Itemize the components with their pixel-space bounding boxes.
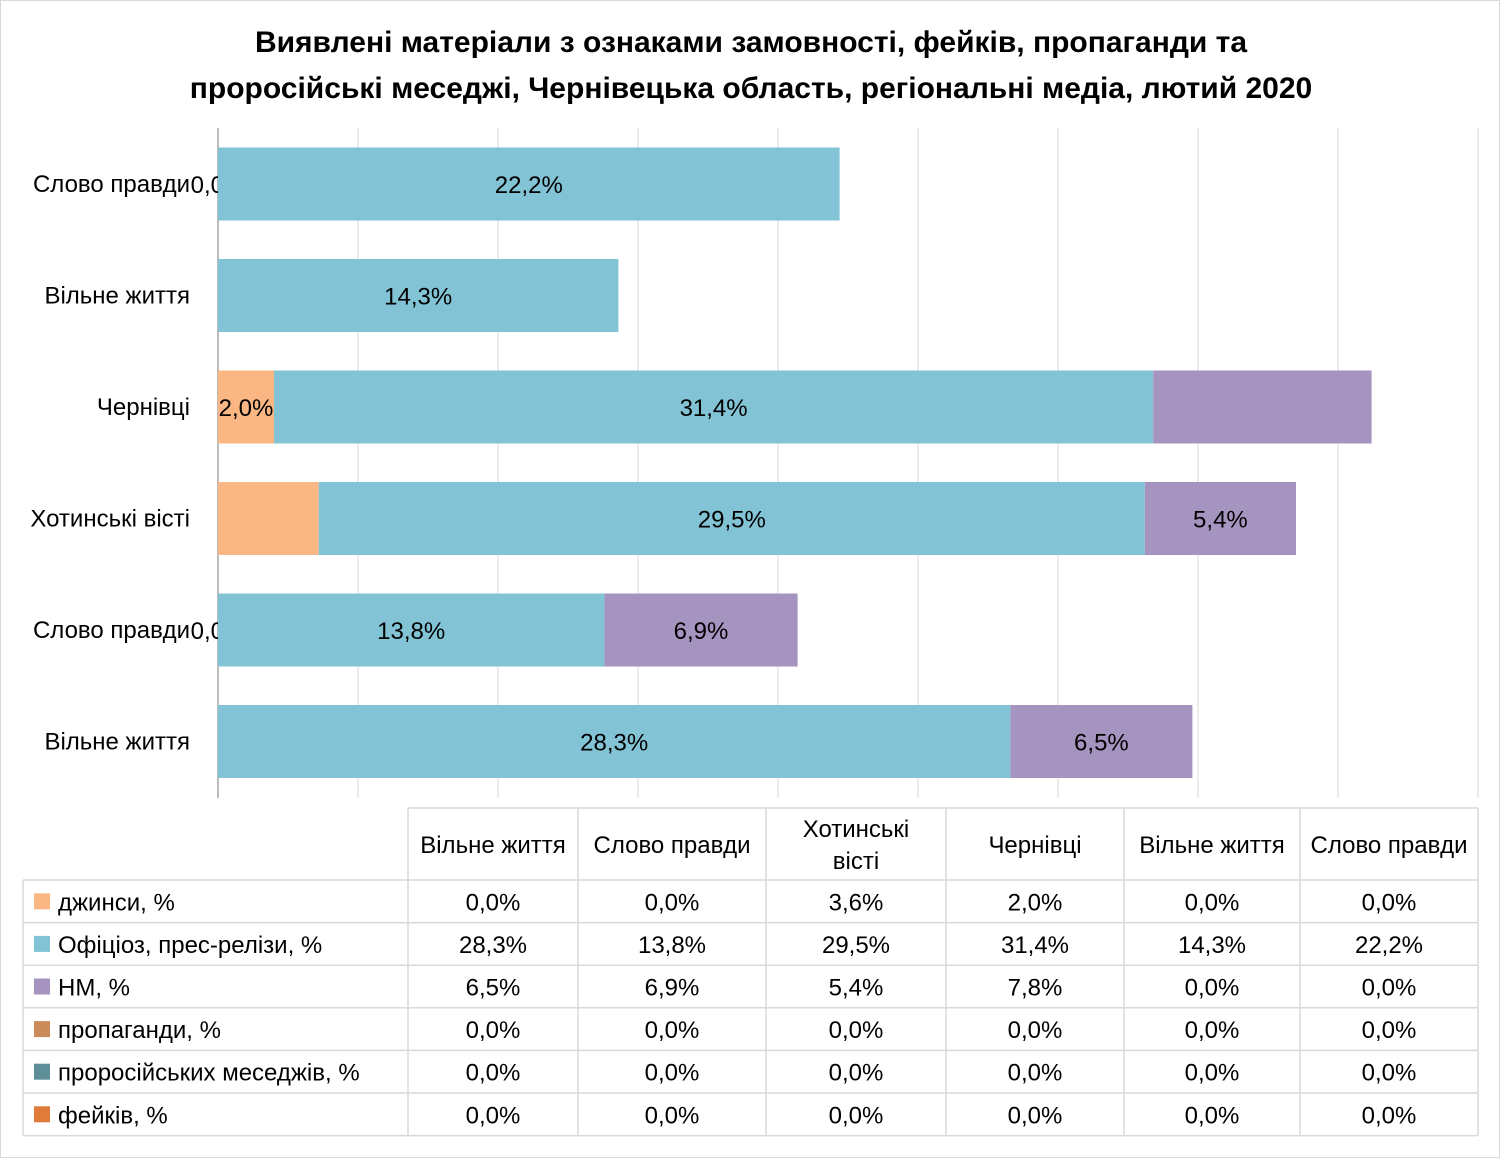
table-cell: 0,0% [1362, 975, 1417, 1002]
category-label: Вільне життя [44, 729, 190, 756]
data-label: 14,3% [384, 284, 452, 311]
category-label: Чернівці [97, 394, 190, 421]
data-label: 6,5% [1074, 730, 1129, 757]
table-cell: 29,5% [822, 932, 890, 959]
table-cell: 0,0% [1185, 1060, 1240, 1087]
table-cell: 7,8% [1008, 975, 1063, 1002]
table-cell: 22,2% [1355, 932, 1423, 959]
bar-segment [218, 259, 619, 332]
legend-label: проросійських меседжів, % [58, 1060, 360, 1087]
table-cell: 0,0% [1008, 1102, 1063, 1129]
bar-segment [218, 370, 274, 444]
table-header: Слово правди [593, 832, 750, 859]
table-cell: 0,0% [829, 1060, 884, 1087]
legend-key [34, 1021, 50, 1038]
data-label: 6,9% [674, 618, 729, 645]
table-cell: 0,0% [645, 1017, 700, 1044]
table-cell: 28,3% [459, 932, 527, 959]
bar-segment [274, 370, 1154, 444]
legend-label: джинси, % [58, 889, 175, 916]
table-cell: 6,5% [466, 975, 521, 1002]
data-label: 5,4% [1193, 507, 1248, 534]
table-cell: 0,0% [1185, 1102, 1240, 1129]
bar-segment [318, 482, 1145, 555]
legend-key [34, 1063, 50, 1080]
table-cell: 0,0% [1362, 1017, 1417, 1044]
table-cell: 31,4% [1001, 932, 1069, 959]
table-cell: 0,0% [1185, 889, 1240, 916]
legend-label: НМ, % [58, 975, 130, 1002]
table-cell: 2,0% [1008, 889, 1063, 916]
legend-key [34, 893, 50, 910]
data-label: 13,8% [377, 618, 445, 645]
data-label: 2,0% [219, 395, 274, 422]
table-cell: 0,0% [1362, 1060, 1417, 1087]
table-cell: 14,3% [1178, 932, 1246, 959]
table-cell: 0,0% [829, 1102, 884, 1129]
table-header: Чернівці [988, 832, 1081, 859]
legend-key [34, 978, 50, 995]
table-header: вісті [833, 848, 879, 875]
table-cell: 0,0% [645, 1060, 700, 1087]
legend-label: Офіціоз, прес-релізи, % [58, 932, 322, 959]
table-cell: 0,0% [1362, 889, 1417, 916]
table-cell: 0,0% [645, 1102, 700, 1129]
table-cell: 0,0% [1008, 1060, 1063, 1087]
bar-segment [1144, 482, 1296, 555]
bar-segment [218, 593, 605, 667]
table-cell: 13,8% [638, 932, 706, 959]
table-header: Слово правди [1310, 832, 1467, 859]
legend-label: фейків, % [58, 1102, 168, 1129]
legend-label: пропаганди, % [58, 1017, 221, 1044]
bar-segment [218, 147, 840, 221]
bar-segment [218, 705, 1011, 778]
bar-segment [218, 482, 319, 555]
table-cell: 0,0% [829, 1017, 884, 1044]
legend-key [34, 1106, 50, 1123]
table-cell: 5,4% [829, 975, 884, 1002]
bar-segment [1153, 370, 1372, 444]
bar-segment [1010, 705, 1193, 778]
data-label: 29,5% [698, 507, 766, 534]
table-header: Хотинські [803, 816, 910, 843]
data-label: 22,2% [495, 172, 563, 199]
table-cell: 0,0% [1185, 1017, 1240, 1044]
table-header: Вільне життя [1139, 832, 1285, 859]
category-label: Хотинські вісті [30, 506, 190, 533]
table-cell: 6,9% [645, 975, 700, 1002]
table-cell: 0,0% [1008, 1017, 1063, 1044]
table-cell: 0,0% [466, 889, 521, 916]
category-label: Слово правди [33, 171, 190, 198]
category-label: Слово правди [33, 617, 190, 644]
table-cell: 0,0% [1362, 1102, 1417, 1129]
data-label: 31,4% [680, 395, 748, 422]
legend-key [34, 935, 50, 952]
table-cell: 0,0% [466, 1102, 521, 1129]
table-cell: 3,6% [829, 889, 884, 916]
table-cell: 0,0% [466, 1060, 521, 1087]
chart-title: Виявлені матеріали з ознаками замовності… [189, 26, 1313, 105]
data-label: 28,3% [580, 730, 648, 757]
table-cell: 0,0% [645, 889, 700, 916]
category-label: Вільне життя [44, 283, 190, 310]
table-header: Вільне життя [420, 832, 566, 859]
table-cell: 0,0% [1185, 975, 1240, 1002]
bar-segment [604, 593, 798, 667]
table-cell: 0,0% [466, 1017, 521, 1044]
